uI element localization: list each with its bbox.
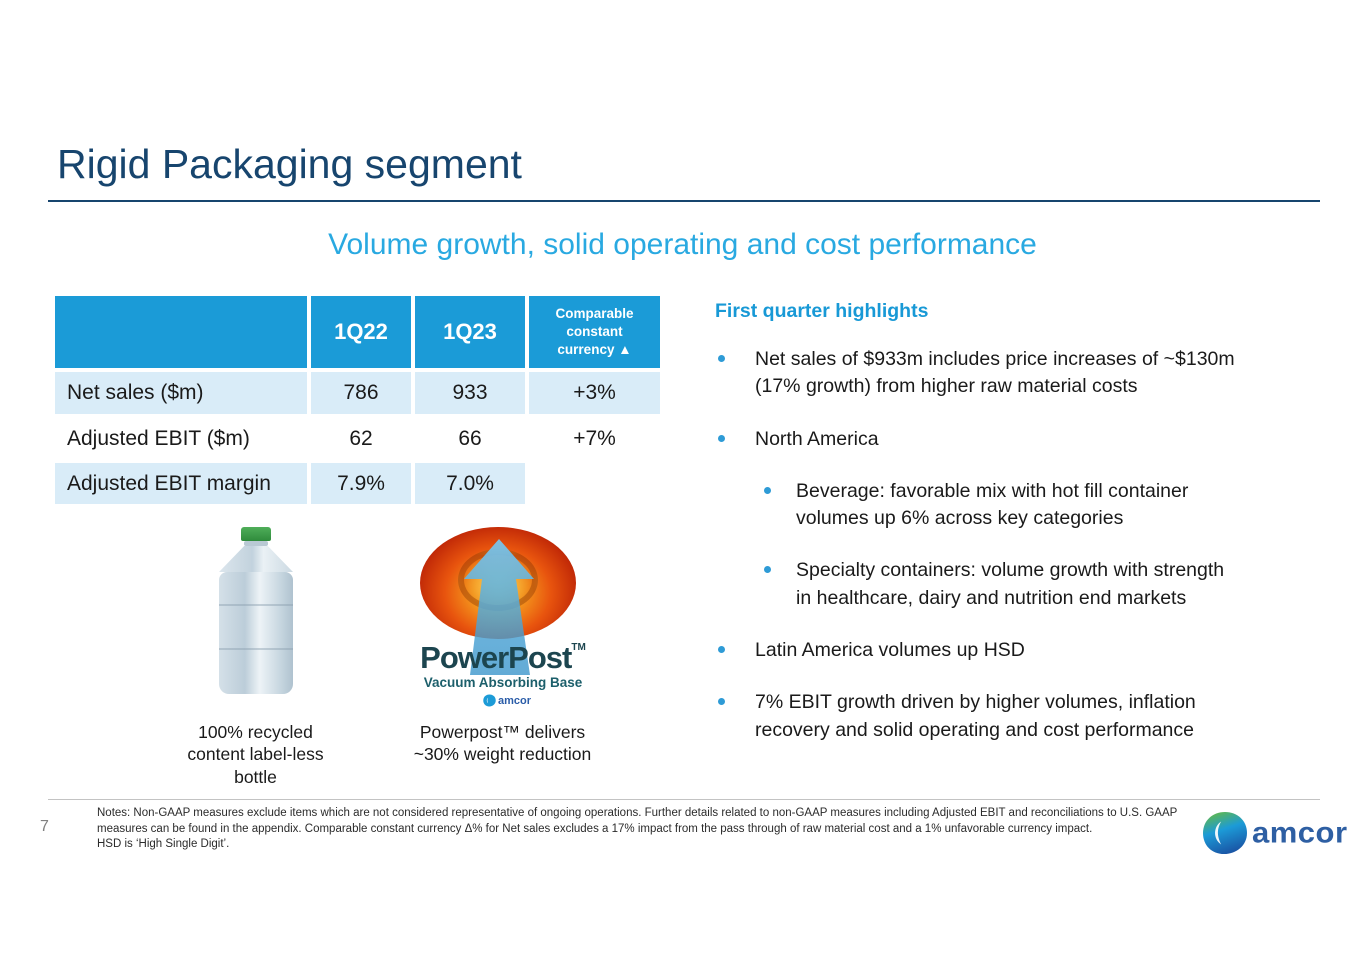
footnote-line: measures can be found in the appendix. C… xyxy=(97,822,1093,835)
title-divider xyxy=(48,200,1320,202)
table-cell: 786 xyxy=(311,372,411,414)
bullet-icon xyxy=(764,486,771,494)
table-header-1q23: 1Q23 xyxy=(415,296,525,368)
amcor-wordmark: amcor xyxy=(1252,815,1348,850)
bottle-neck xyxy=(219,546,293,572)
amcor-mini-icon xyxy=(483,694,496,707)
bullet-text: North America xyxy=(755,427,879,450)
table-cell-empty xyxy=(529,463,660,504)
table-row-label: Adjusted EBIT ($m) xyxy=(67,426,250,450)
table-cell: 933 xyxy=(415,372,525,414)
bottle-body xyxy=(219,572,293,694)
table-cell: 62 xyxy=(349,426,373,450)
powerpost-tagline: Vacuum Absorbing Base xyxy=(423,675,583,690)
bullet-item: Specialty containers: volume growth with… xyxy=(715,557,1335,612)
bottle-caption: 100% recycled content label-less bottle xyxy=(187,722,324,787)
bullet-item: Beverage: favorable mix with hot fill co… xyxy=(715,478,1335,533)
bullet-text: Beverage: favorable mix with hot fill co… xyxy=(796,479,1189,530)
bullet-icon xyxy=(718,434,725,442)
footnote-line: Notes: Non-GAAP measures exclude items w… xyxy=(97,807,1178,819)
bullet-item: North America xyxy=(715,426,1335,453)
amcor-logo: amcor xyxy=(1202,811,1348,855)
bullet-icon xyxy=(764,566,771,574)
powerpost-caption: Powerpost™ delivers ~30% weight reductio… xyxy=(413,722,592,765)
powerpost-brand-text: PowerPost xyxy=(420,640,572,675)
table-cell: 66 xyxy=(458,426,482,450)
table-cell: 7.0% xyxy=(415,463,525,504)
footnotes: Notes: Non-GAAP measures exclude items w… xyxy=(97,806,1192,853)
page-title: Rigid Packaging segment xyxy=(57,141,522,187)
amcor-mini-wordmark: amcor xyxy=(497,694,532,707)
slide-subtitle: Volume growth, solid operating and cost … xyxy=(328,228,1037,261)
bullet-item: Latin America volumes up HSD xyxy=(715,637,1335,664)
table-cell: 7.9% xyxy=(311,463,411,504)
table-header-1q22: 1Q22 xyxy=(311,296,411,368)
first-quarter-highlights: First quarter highlights Net sales of $9… xyxy=(715,300,1335,769)
page-number: 7 xyxy=(40,818,49,835)
amcor-mini-logo: amcor xyxy=(483,694,531,707)
recycled-bottle-image xyxy=(219,527,293,694)
table-cell: +3% xyxy=(529,372,660,414)
bottle-neck-ring xyxy=(244,541,268,546)
bullet-icon xyxy=(718,646,725,654)
footer-divider xyxy=(48,799,1320,800)
bullet-text: Net sales of $933m includes price increa… xyxy=(755,348,1235,398)
bullet-text: Specialty containers: volume growth with… xyxy=(796,559,1225,609)
powerpost-logo: PowerPostTM Vacuum Absorbing Base amcor xyxy=(408,642,598,710)
highlights-heading: First quarter highlights xyxy=(715,300,929,322)
bullet-text: Latin America volumes up HSD xyxy=(755,639,1025,662)
bottle-cap xyxy=(241,527,271,541)
bullet-icon xyxy=(718,355,725,362)
up-arrow-icon xyxy=(464,539,534,675)
bullet-item: Net sales of $933m includes price increa… xyxy=(715,346,1335,401)
bullet-item: 7% EBIT growth driven by higher volumes,… xyxy=(715,689,1335,744)
table-header-constant-currency: Comparable constant currency ▲ xyxy=(529,296,660,368)
table-row-label: Adjusted EBIT margin xyxy=(55,463,307,504)
results-table: 1Q22 1Q23 Comparable constant currency ▲… xyxy=(55,296,660,504)
bullet-icon xyxy=(718,698,725,706)
trademark-symbol: TM xyxy=(571,642,586,653)
footnote-line: HSD is ‘High Single Digit’. xyxy=(97,838,230,851)
powerpost-image: PowerPostTM Vacuum Absorbing Base amcor xyxy=(420,527,586,707)
amcor-logo-icon xyxy=(1203,811,1247,855)
table-row-label: Net sales ($m) xyxy=(55,372,307,414)
bullet-text: 7% EBIT growth driven by higher volumes,… xyxy=(755,691,1196,741)
table-header-blank xyxy=(55,296,307,368)
table-cell: +7% xyxy=(573,426,616,450)
